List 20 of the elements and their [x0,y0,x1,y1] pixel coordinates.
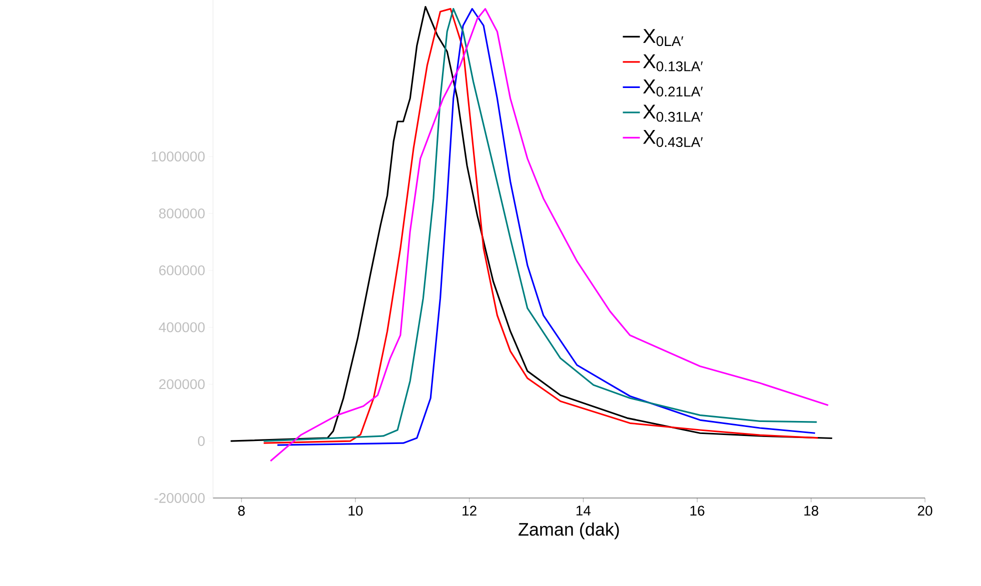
y-tick-label: 600000 [159,265,205,276]
legend-label: X$_{0.13LA′}$ [643,54,703,72]
x-axis-title: Zaman (dak) [518,522,619,540]
y-tick-label: 1000000 [152,152,205,162]
x-tick-label: 12 [462,506,476,516]
legend-label: X$_{0.31LA′}$ [643,104,703,122]
x-tick-label: 20 [918,506,932,516]
legend-label: X$_{0LA′}$ [643,29,684,46]
legend-label: X$_{0.43LA′}$ [643,130,703,148]
y-tick-label: -200000 [154,493,205,503]
y-tick-label: 800000 [159,208,205,218]
legend-label: X$_{0.21LA′}$ [643,80,703,97]
x-tick-label: 18 [804,506,818,516]
x-tick-label: 14 [576,506,591,516]
x-tick-label: 8 [238,506,245,516]
x-tick-label: 10 [348,506,363,516]
x-tick-label: 16 [690,506,704,516]
y-tick-label: 400000 [158,322,205,332]
y-tick-label: 0 [198,436,205,446]
y-tick-label: 200000 [159,379,205,390]
